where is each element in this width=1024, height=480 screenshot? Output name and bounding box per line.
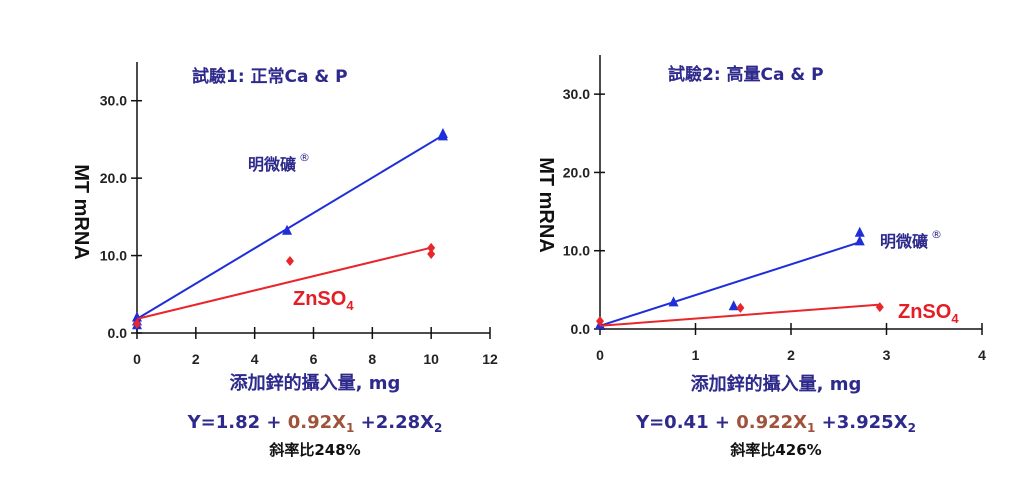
x-tick-label: 8 (368, 351, 376, 367)
data-point-diamond (133, 318, 141, 329)
y-tick-label: 0.0 (571, 321, 591, 337)
y-tick-label: 30.0 (563, 86, 590, 102)
y-axis-label: MT mRNA (70, 164, 92, 260)
chart-title: 試驗1: 正常Ca & P (192, 66, 348, 87)
y-tick-label: 10.0 (100, 248, 127, 264)
x-tick-label: 12 (482, 351, 498, 367)
x-tick-label: 4 (978, 347, 986, 363)
x-tick-label: 1 (692, 347, 700, 363)
data-point-diamond (736, 302, 745, 313)
x-tick-label: 6 (310, 351, 318, 367)
eq-part: Y=1.82 + (187, 412, 288, 433)
fit-line-znso4 (136, 246, 432, 320)
series-label: 明微礦 ® (880, 228, 942, 251)
y-tick-label: 0.0 (108, 325, 128, 341)
slope-ratio: 斜率比248% (268, 441, 360, 459)
eq-sub: 2 (908, 421, 916, 435)
eq-sub: 1 (346, 421, 354, 435)
eq-sub: 1 (807, 421, 815, 435)
series-label: ZnSO4 (293, 288, 354, 313)
data-point-diamond (427, 249, 436, 260)
data-point-triangle (668, 296, 679, 307)
x-tick-label: 0 (133, 351, 141, 367)
eq-part: Y=0.41 + (635, 412, 736, 433)
regression-equation: Y=1.82 + 0.92X1 +2.28X2 (187, 412, 443, 435)
data-point-diamond (427, 242, 436, 253)
fit-line-znso4 (599, 303, 880, 327)
x-axis-label: 添加鋅的攝入量, mg (691, 373, 862, 395)
y-axis-label: MT mRNA (535, 157, 557, 253)
x-tick-label: 0 (596, 347, 604, 363)
data-point-triangle (282, 224, 293, 235)
series-label: ZnSO4 (898, 301, 959, 326)
data-point-diamond (596, 316, 604, 327)
fit-line-mingweikuang (599, 241, 861, 327)
fit-line-mingweikuang (136, 134, 444, 320)
data-point-triangle (437, 130, 448, 141)
data-point-diamond (875, 302, 884, 313)
x-tick-label: 2 (787, 347, 795, 363)
regression-equation: Y=0.41 + 0.922X1 +3.925X2 (635, 412, 916, 435)
x-axis-label: 添加鋅的攝入量, mg (230, 372, 401, 394)
eq-part: +2.28X (354, 412, 434, 433)
eq-part: 0.92X (288, 412, 346, 433)
y-tick-label: 20.0 (100, 170, 127, 186)
data-point-triangle (854, 235, 865, 246)
x-tick-label: 2 (192, 351, 200, 367)
x-tick-label: 3 (883, 347, 891, 363)
x-tick-label: 4 (251, 351, 259, 367)
x-tick-label: 10 (423, 351, 439, 367)
data-point-triangle (728, 300, 739, 311)
y-tick-label: 20.0 (563, 164, 590, 180)
y-tick-label: 30.0 (100, 93, 127, 109)
y-tick-label: 10.0 (563, 243, 590, 259)
eq-sub: 2 (434, 421, 442, 435)
series-label: 明微礦 ® (248, 151, 310, 174)
eq-part: +3.925X (815, 412, 907, 433)
slope-ratio: 斜率比426% (729, 441, 821, 459)
data-point-diamond (285, 255, 294, 266)
eq-part: 0.922X (736, 412, 807, 433)
data-point-triangle (854, 226, 865, 237)
chart-2: 0.0 10.0 20.0 30.0 0 1 2 3 4 試驗2: 高量Ca & P MT mRNA… (535, 55, 986, 459)
chart-title: 試驗2: 高量Ca & P (668, 64, 824, 85)
